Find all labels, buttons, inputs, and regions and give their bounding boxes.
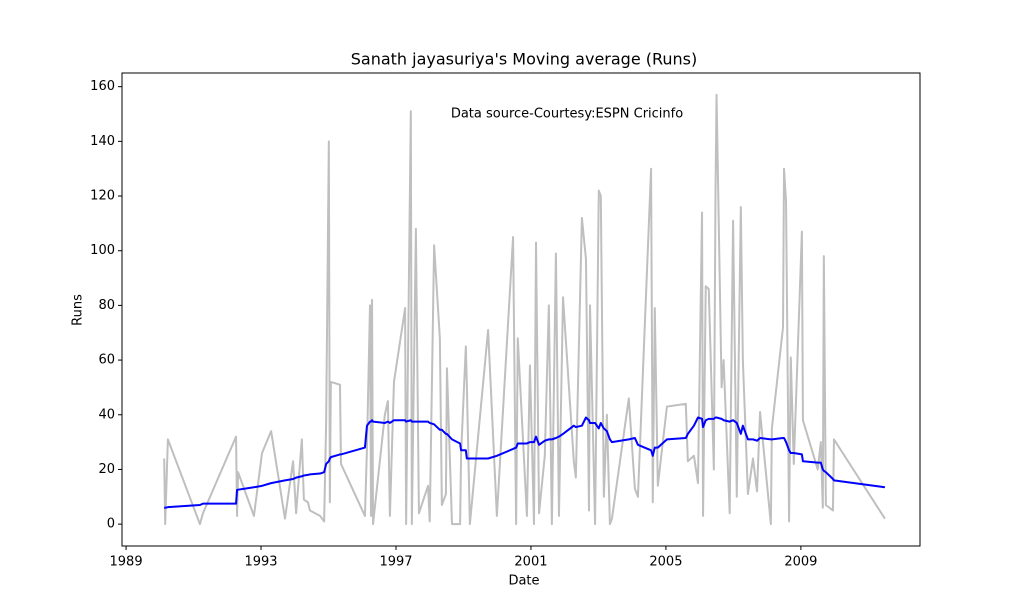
x-tick-label: 1993 [244, 555, 277, 570]
y-tick-label: 160 [90, 79, 115, 94]
y-tick-label: 40 [98, 407, 115, 422]
x-tick-label: 1989 [110, 555, 143, 570]
x-tick-label: 2005 [649, 555, 682, 570]
y-tick-label: 100 [90, 243, 115, 258]
x-axis-label: Date [508, 574, 539, 589]
series-line [163, 93, 886, 526]
y-axis-label: Runs [71, 294, 86, 326]
plot-frame [121, 72, 921, 547]
y-tick-label: 0 [107, 517, 115, 532]
y-tick-label: 20 [98, 462, 115, 477]
x-tick-label: 1997 [379, 555, 412, 570]
y-tick-label: 80 [98, 298, 115, 313]
chart-title: Sanath jayasuriya's Moving average (Runs… [351, 50, 698, 69]
annotation: Data source-Courtesy:ESPN Cricinfo [451, 107, 683, 122]
x-tick-label: 2001 [514, 555, 547, 570]
series-line [164, 416, 886, 509]
y-tick-label: 60 [98, 353, 115, 368]
y-tick-label: 140 [90, 134, 115, 149]
x-tick-label: 2009 [784, 555, 817, 570]
y-tick-label: 120 [90, 189, 115, 204]
